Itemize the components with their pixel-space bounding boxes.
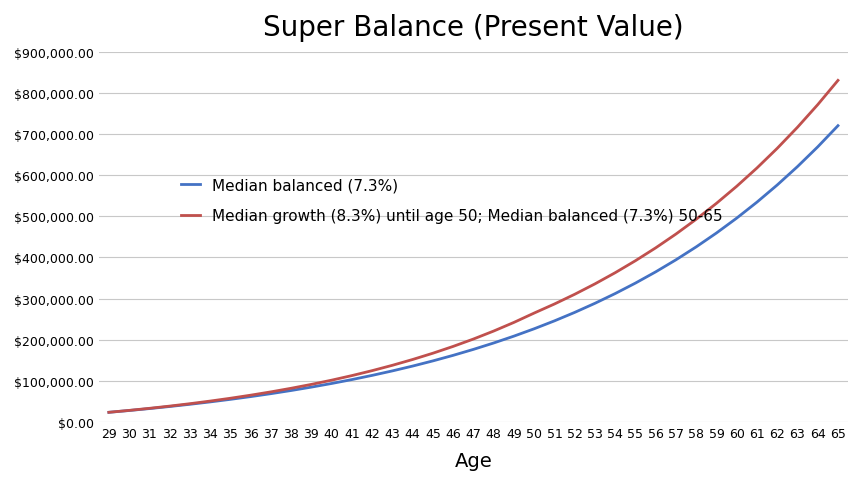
- Median balanced (7.3%): [670, 257, 680, 263]
- Median balanced (7.3%): [629, 281, 640, 287]
- Median growth (8.3%) until age 50; Median balanced (7.3%) 50-65: [771, 146, 782, 152]
- Median growth (8.3%) until age 50; Median balanced (7.3%) 50-65: [164, 403, 175, 409]
- Median balanced (7.3%): [569, 310, 579, 316]
- Median balanced (7.3%): [771, 182, 782, 188]
- Median growth (8.3%) until age 50; Median balanced (7.3%) 50-65: [488, 329, 499, 334]
- Line: Median growth (8.3%) until age 50; Median balanced (7.3%) 50-65: Median growth (8.3%) until age 50; Media…: [108, 81, 837, 412]
- Median growth (8.3%) until age 50; Median balanced (7.3%) 50-65: [306, 382, 316, 388]
- Median growth (8.3%) until age 50; Median balanced (7.3%) 50-65: [691, 217, 701, 223]
- Median balanced (7.3%): [791, 165, 802, 170]
- Median balanced (7.3%): [610, 291, 620, 297]
- Median growth (8.3%) until age 50; Median balanced (7.3%) 50-65: [346, 373, 356, 378]
- Median balanced (7.3%): [326, 381, 337, 387]
- Median growth (8.3%) until age 50; Median balanced (7.3%) 50-65: [508, 320, 518, 326]
- Median balanced (7.3%): [812, 145, 822, 151]
- Median growth (8.3%) until age 50; Median balanced (7.3%) 50-65: [610, 270, 620, 276]
- Median growth (8.3%) until age 50; Median balanced (7.3%) 50-65: [387, 363, 397, 368]
- Median balanced (7.3%): [124, 408, 134, 413]
- Median balanced (7.3%): [387, 368, 397, 374]
- Median balanced (7.3%): [529, 326, 539, 332]
- Median balanced (7.3%): [508, 333, 518, 339]
- Median growth (8.3%) until age 50; Median balanced (7.3%) 50-65: [184, 401, 195, 407]
- Median balanced (7.3%): [448, 353, 458, 359]
- Median balanced (7.3%): [751, 200, 761, 206]
- Median growth (8.3%) until age 50; Median balanced (7.3%) 50-65: [144, 406, 154, 411]
- Median growth (8.3%) until age 50; Median balanced (7.3%) 50-65: [225, 395, 235, 401]
- Median growth (8.3%) until age 50; Median balanced (7.3%) 50-65: [367, 368, 377, 374]
- Median growth (8.3%) until age 50; Median balanced (7.3%) 50-65: [569, 292, 579, 298]
- Median growth (8.3%) until age 50; Median balanced (7.3%) 50-65: [812, 103, 822, 108]
- Median growth (8.3%) until age 50; Median balanced (7.3%) 50-65: [448, 344, 458, 349]
- Median balanced (7.3%): [548, 318, 559, 324]
- Median growth (8.3%) until age 50; Median balanced (7.3%) 50-65: [832, 78, 842, 84]
- Median balanced (7.3%): [164, 404, 175, 409]
- Median balanced (7.3%): [184, 402, 195, 408]
- Median balanced (7.3%): [306, 384, 316, 390]
- Median growth (8.3%) until age 50; Median balanced (7.3%) 50-65: [650, 245, 660, 251]
- Median growth (8.3%) until age 50; Median balanced (7.3%) 50-65: [791, 125, 802, 131]
- Median growth (8.3%) until age 50; Median balanced (7.3%) 50-65: [427, 350, 437, 356]
- Median growth (8.3%) until age 50; Median balanced (7.3%) 50-65: [286, 386, 296, 392]
- Median balanced (7.3%): [731, 216, 741, 222]
- Median balanced (7.3%): [144, 406, 154, 412]
- Title: Super Balance (Present Value): Super Balance (Present Value): [263, 14, 683, 42]
- Median balanced (7.3%): [225, 396, 235, 402]
- Median growth (8.3%) until age 50; Median balanced (7.3%) 50-65: [548, 302, 559, 307]
- Median growth (8.3%) until age 50; Median balanced (7.3%) 50-65: [710, 201, 721, 207]
- Median balanced (7.3%): [367, 373, 377, 378]
- Median balanced (7.3%): [407, 363, 418, 369]
- Median balanced (7.3%): [346, 377, 356, 383]
- Median growth (8.3%) until age 50; Median balanced (7.3%) 50-65: [468, 336, 478, 342]
- Line: Median balanced (7.3%): Median balanced (7.3%): [108, 126, 837, 412]
- Median balanced (7.3%): [468, 347, 478, 352]
- Median growth (8.3%) until age 50; Median balanced (7.3%) 50-65: [103, 409, 114, 415]
- Median balanced (7.3%): [691, 244, 701, 250]
- Median balanced (7.3%): [265, 391, 276, 397]
- Median balanced (7.3%): [710, 230, 721, 236]
- Median growth (8.3%) until age 50; Median balanced (7.3%) 50-65: [326, 378, 337, 383]
- Median growth (8.3%) until age 50; Median balanced (7.3%) 50-65: [529, 311, 539, 317]
- Median growth (8.3%) until age 50; Median balanced (7.3%) 50-65: [670, 232, 680, 238]
- Median balanced (7.3%): [488, 340, 499, 346]
- Median growth (8.3%) until age 50; Median balanced (7.3%) 50-65: [407, 357, 418, 363]
- Median balanced (7.3%): [286, 388, 296, 393]
- Median growth (8.3%) until age 50; Median balanced (7.3%) 50-65: [751, 166, 761, 171]
- Median balanced (7.3%): [245, 394, 256, 400]
- Median balanced (7.3%): [427, 358, 437, 364]
- Median balanced (7.3%): [589, 301, 599, 306]
- Median growth (8.3%) until age 50; Median balanced (7.3%) 50-65: [205, 398, 215, 404]
- Median growth (8.3%) until age 50; Median balanced (7.3%) 50-65: [731, 184, 741, 190]
- Median growth (8.3%) until age 50; Median balanced (7.3%) 50-65: [589, 281, 599, 287]
- Median balanced (7.3%): [103, 409, 114, 415]
- Median balanced (7.3%): [650, 270, 660, 275]
- Median growth (8.3%) until age 50; Median balanced (7.3%) 50-65: [245, 393, 256, 398]
- Median growth (8.3%) until age 50; Median balanced (7.3%) 50-65: [124, 408, 134, 413]
- Median balanced (7.3%): [205, 399, 215, 405]
- Legend: Median balanced (7.3%), Median growth (8.3%) until age 50; Median balanced (7.3%: Median balanced (7.3%), Median growth (8…: [181, 179, 722, 224]
- X-axis label: Age: Age: [454, 451, 492, 470]
- Median balanced (7.3%): [832, 123, 842, 129]
- Median growth (8.3%) until age 50; Median balanced (7.3%) 50-65: [629, 258, 640, 264]
- Median growth (8.3%) until age 50; Median balanced (7.3%) 50-65: [265, 389, 276, 395]
